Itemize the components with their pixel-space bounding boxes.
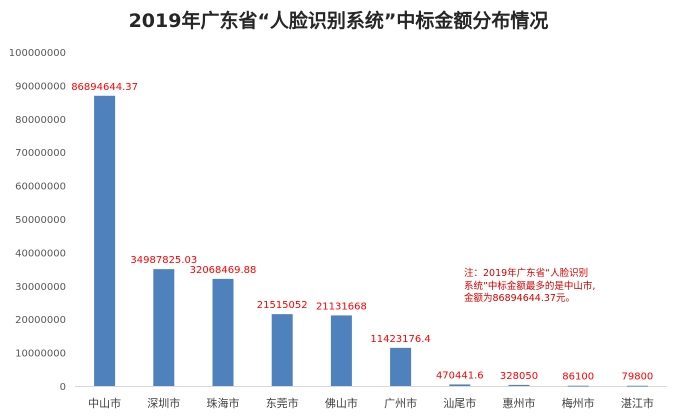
data-label: 11423176.4 [370, 334, 430, 345]
bar [508, 384, 530, 386]
y-tick-label: 60000000 [15, 182, 66, 193]
data-label: 21131668 [316, 301, 367, 312]
bar [567, 385, 589, 387]
bar [330, 315, 352, 386]
y-tick-label: 30000000 [15, 282, 66, 293]
bar [626, 385, 648, 387]
data-label: 21515052 [257, 300, 308, 311]
bar [153, 269, 175, 386]
bar [390, 347, 412, 386]
bar [271, 314, 293, 386]
y-tick-label: 90000000 [15, 81, 66, 92]
y-tick-label: 50000000 [15, 215, 66, 226]
chart-annotation: 注：2019年广东省“人脸识别系统”中标金额最多的是中山市,金额为8689464… [464, 268, 596, 304]
y-tick-label: 10000000 [15, 349, 66, 360]
x-tick-label: 中山市 [88, 396, 121, 410]
data-label: 32068469.88 [190, 265, 257, 276]
x-tick-label: 珠海市 [207, 396, 240, 410]
x-tick-label: 汕尾市 [443, 396, 476, 410]
data-label: 86100 [562, 372, 594, 383]
data-label: 470441.6 [436, 370, 484, 381]
bar [212, 278, 234, 386]
y-tick-label: 70000000 [15, 148, 66, 159]
x-tick-label: 惠州市 [503, 396, 536, 410]
x-tick-label: 广州市 [384, 396, 417, 410]
chart-title: 2019年广东省“人脸识别系统”中标金额分布情况 [128, 10, 549, 32]
x-tick-label: 梅州市 [562, 396, 595, 410]
y-tick-label: 0 [60, 382, 66, 393]
data-label: 328050 [500, 371, 538, 382]
x-tick-label: 东莞市 [266, 396, 299, 410]
y-tick-label: 40000000 [15, 248, 66, 259]
data-label: 79800 [621, 372, 653, 383]
x-tick-label: 佛山市 [325, 396, 358, 410]
bar [94, 95, 116, 387]
data-label: 34987825.03 [130, 255, 197, 266]
y-tick-label: 20000000 [15, 315, 66, 326]
data-label: 86894644.37 [71, 82, 138, 93]
x-tick-label: 深圳市 [147, 396, 180, 410]
x-tick-label: 湛江市 [621, 396, 654, 410]
y-tick-label: 100000000 [9, 48, 66, 59]
bar [449, 384, 471, 386]
y-tick-label: 80000000 [15, 115, 66, 126]
